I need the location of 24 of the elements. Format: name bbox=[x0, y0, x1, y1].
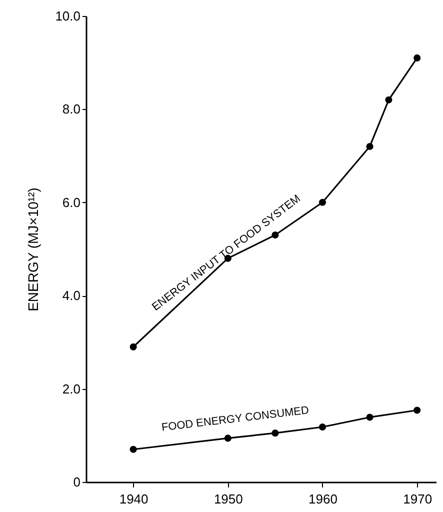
point bbox=[130, 446, 137, 453]
point bbox=[385, 96, 392, 104]
point bbox=[272, 231, 279, 239]
x-tick-label: 1960 bbox=[308, 492, 338, 506]
point bbox=[130, 343, 137, 350]
y-tick-label: 0 bbox=[73, 474, 80, 490]
point bbox=[272, 430, 279, 437]
y-tick-label: 10.0 bbox=[55, 8, 80, 24]
y-tick-label: 8.0 bbox=[62, 102, 80, 117]
y-tick-label: 4.0 bbox=[62, 288, 80, 304]
x-tick-label: 1950 bbox=[214, 492, 243, 506]
x-tick-label: 1940 bbox=[119, 492, 148, 506]
point bbox=[366, 142, 374, 150]
y-axis-title: ENERGY (MJ×10¹²) bbox=[25, 188, 42, 312]
point bbox=[414, 406, 421, 414]
point bbox=[414, 54, 421, 62]
point bbox=[224, 434, 232, 442]
point bbox=[318, 423, 326, 431]
y-tick-label: 2.0 bbox=[62, 381, 80, 396]
point bbox=[318, 198, 326, 206]
x-tick-label: 1970 bbox=[403, 492, 432, 506]
point bbox=[366, 414, 374, 421]
text: FOOD ENERGY CONSUMED bbox=[160, 404, 310, 434]
y-tick-label: 6.0 bbox=[62, 194, 80, 210]
